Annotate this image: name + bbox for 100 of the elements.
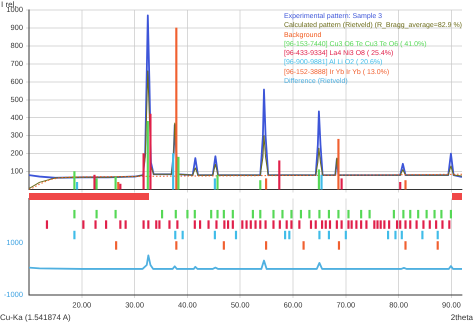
bar	[115, 241, 118, 250]
bar	[365, 220, 368, 229]
bar	[265, 178, 268, 190]
bar	[360, 220, 362, 229]
bar	[147, 220, 150, 229]
bar	[324, 220, 327, 229]
text: Cu-Ka (1.541874 A)	[0, 313, 71, 322]
bar	[399, 220, 402, 229]
bar	[176, 220, 178, 229]
bar	[347, 210, 350, 218]
bar	[308, 210, 310, 218]
bar	[155, 220, 158, 229]
bar	[264, 220, 267, 229]
bar	[428, 220, 431, 229]
bar	[96, 178, 98, 190]
bar	[409, 210, 412, 218]
bar	[272, 220, 275, 229]
bar	[318, 169, 320, 190]
bar	[281, 210, 284, 218]
bar	[194, 220, 196, 229]
bar	[214, 230, 216, 240]
bar	[252, 210, 254, 218]
bar	[174, 230, 176, 240]
bar	[448, 220, 450, 229]
bar	[300, 210, 302, 218]
bar	[320, 220, 324, 229]
bar	[272, 210, 275, 218]
bar	[302, 241, 305, 250]
bar	[360, 210, 362, 218]
bar	[380, 220, 382, 229]
bar	[435, 220, 438, 229]
bar	[421, 230, 424, 240]
bar	[436, 230, 439, 240]
bar	[347, 220, 350, 229]
bar	[216, 174, 219, 190]
bar	[119, 220, 122, 229]
bar	[350, 220, 353, 229]
bar	[328, 230, 330, 240]
bar	[278, 220, 281, 229]
bar	[337, 210, 340, 218]
bar	[175, 241, 178, 250]
bar	[207, 220, 210, 229]
bar	[142, 153, 145, 190]
bar	[172, 153, 174, 190]
bar	[416, 220, 418, 229]
bar	[290, 210, 293, 218]
bar	[433, 210, 436, 218]
bar	[320, 174, 323, 190]
bar	[298, 220, 300, 229]
bar	[168, 220, 171, 229]
bar	[114, 176, 117, 190]
bar	[215, 220, 218, 229]
bar	[400, 230, 403, 240]
bar	[222, 210, 225, 218]
bar	[226, 220, 230, 229]
bar	[175, 28, 178, 190]
bar	[93, 174, 96, 190]
bar	[245, 220, 248, 229]
bar	[337, 138, 340, 190]
bar	[290, 220, 293, 229]
bar	[158, 220, 161, 229]
bar	[105, 220, 108, 229]
bar	[149, 114, 152, 190]
bar	[284, 230, 286, 240]
bar	[386, 230, 390, 240]
bar	[124, 220, 127, 229]
bar	[426, 210, 428, 218]
bar	[254, 220, 257, 229]
bar	[368, 210, 371, 218]
bar	[259, 210, 262, 218]
bar	[259, 220, 262, 229]
bar	[76, 182, 78, 190]
bar	[422, 220, 425, 229]
bar	[96, 210, 98, 218]
bar	[310, 220, 312, 229]
bar	[73, 230, 76, 240]
bar	[404, 180, 407, 190]
bar	[288, 230, 290, 240]
bar	[142, 220, 145, 229]
bar	[399, 182, 402, 190]
bar	[318, 230, 321, 240]
bar	[404, 241, 407, 250]
bar	[328, 210, 330, 218]
x-axis-title: 2theta	[450, 313, 473, 322]
bar	[182, 230, 184, 240]
bar	[177, 156, 180, 190]
bar	[73, 210, 76, 218]
bar	[314, 220, 317, 229]
bar	[114, 210, 117, 218]
bar	[344, 230, 347, 240]
bar	[223, 220, 226, 229]
bar	[286, 220, 288, 229]
bar	[174, 210, 177, 218]
bar	[194, 210, 196, 218]
bar	[392, 210, 395, 218]
bar	[373, 220, 376, 229]
bar	[340, 220, 343, 229]
bar	[232, 210, 234, 218]
bar	[241, 220, 244, 229]
bar	[160, 210, 164, 218]
